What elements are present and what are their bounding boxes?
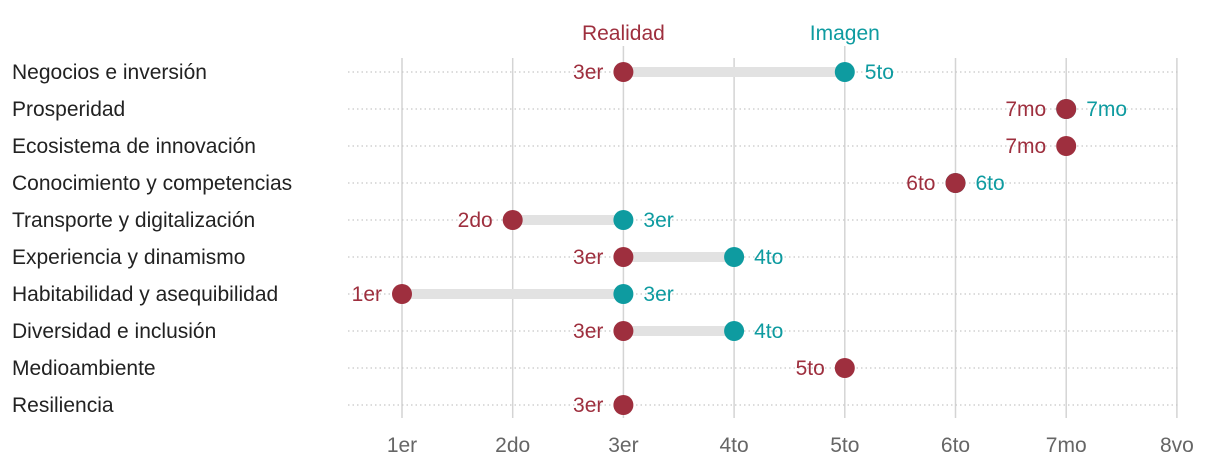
imagen-value-label: 5to xyxy=(865,61,894,84)
imagen-value-label: 3er xyxy=(643,209,673,232)
realidad-dot xyxy=(613,247,634,267)
realidad-dot xyxy=(613,321,634,341)
legend-realidad: Realidad xyxy=(582,22,665,45)
dot-layer xyxy=(392,62,1077,415)
imagen-value-label: 3er xyxy=(643,283,673,306)
x-tick-label: 4to xyxy=(719,434,748,457)
realidad-dot xyxy=(502,210,523,230)
x-tick-label: 3er xyxy=(608,434,638,457)
realidad-value-label: 6to xyxy=(906,172,935,195)
realidad-dot xyxy=(613,395,634,415)
realidad-value-label: 2do xyxy=(458,209,493,232)
realidad-value-label: 7mo xyxy=(1005,135,1046,158)
realidad-dot xyxy=(834,358,855,378)
x-tick-label: 5to xyxy=(830,434,859,457)
realidad-dot xyxy=(1056,99,1077,119)
row-label: Habitabilidad y asequibilidad xyxy=(12,283,278,306)
imagen-value-label: 4to xyxy=(754,320,783,343)
imagen-value-label: 7mo xyxy=(1086,98,1127,121)
row-label: Medioambiente xyxy=(12,357,156,380)
imagen-dot xyxy=(834,62,855,82)
row-label: Experiencia y dinamismo xyxy=(12,246,245,269)
realidad-dot xyxy=(1056,136,1077,156)
row-label: Transporte y digitalización xyxy=(12,209,255,232)
realidad-value-label: 3er xyxy=(573,394,603,417)
connector-layer xyxy=(402,67,845,336)
imagen-dot xyxy=(724,247,745,267)
imagen-dot xyxy=(724,321,745,341)
imagen-dot xyxy=(613,284,634,304)
realidad-value-label: 5to xyxy=(796,357,825,380)
imagen-value-label: 4to xyxy=(754,246,783,269)
realidad-value-label: 7mo xyxy=(1005,98,1046,121)
x-tick-label: 7mo xyxy=(1046,434,1087,457)
realidad-dot xyxy=(613,62,634,82)
x-tick-label: 8vo xyxy=(1160,434,1194,457)
row-label: Negocios e inversión xyxy=(12,61,207,84)
x-tick-label: 2do xyxy=(495,434,530,457)
realidad-value-label: 1er xyxy=(352,283,382,306)
row-label: Resiliencia xyxy=(12,394,114,417)
x-tick-label: 1er xyxy=(387,434,417,457)
realidad-value-label: 3er xyxy=(573,61,603,84)
row-label: Prosperidad xyxy=(12,98,125,121)
realidad-value-label: 3er xyxy=(573,320,603,343)
row-label: Conocimiento y competencias xyxy=(12,172,292,195)
row-guide-layer xyxy=(348,71,1180,406)
imagen-value-label: 6to xyxy=(976,172,1005,195)
legend-imagen: Imagen xyxy=(810,22,880,45)
realidad-dot xyxy=(392,284,412,304)
row-label: Diversidad e inclusión xyxy=(12,320,216,343)
row-label: Ecosistema de innovación xyxy=(12,135,256,158)
realidad-dot xyxy=(945,173,966,193)
imagen-dot xyxy=(613,210,634,230)
x-tick-label: 6to xyxy=(941,434,970,457)
realidad-value-label: 3er xyxy=(573,246,603,269)
